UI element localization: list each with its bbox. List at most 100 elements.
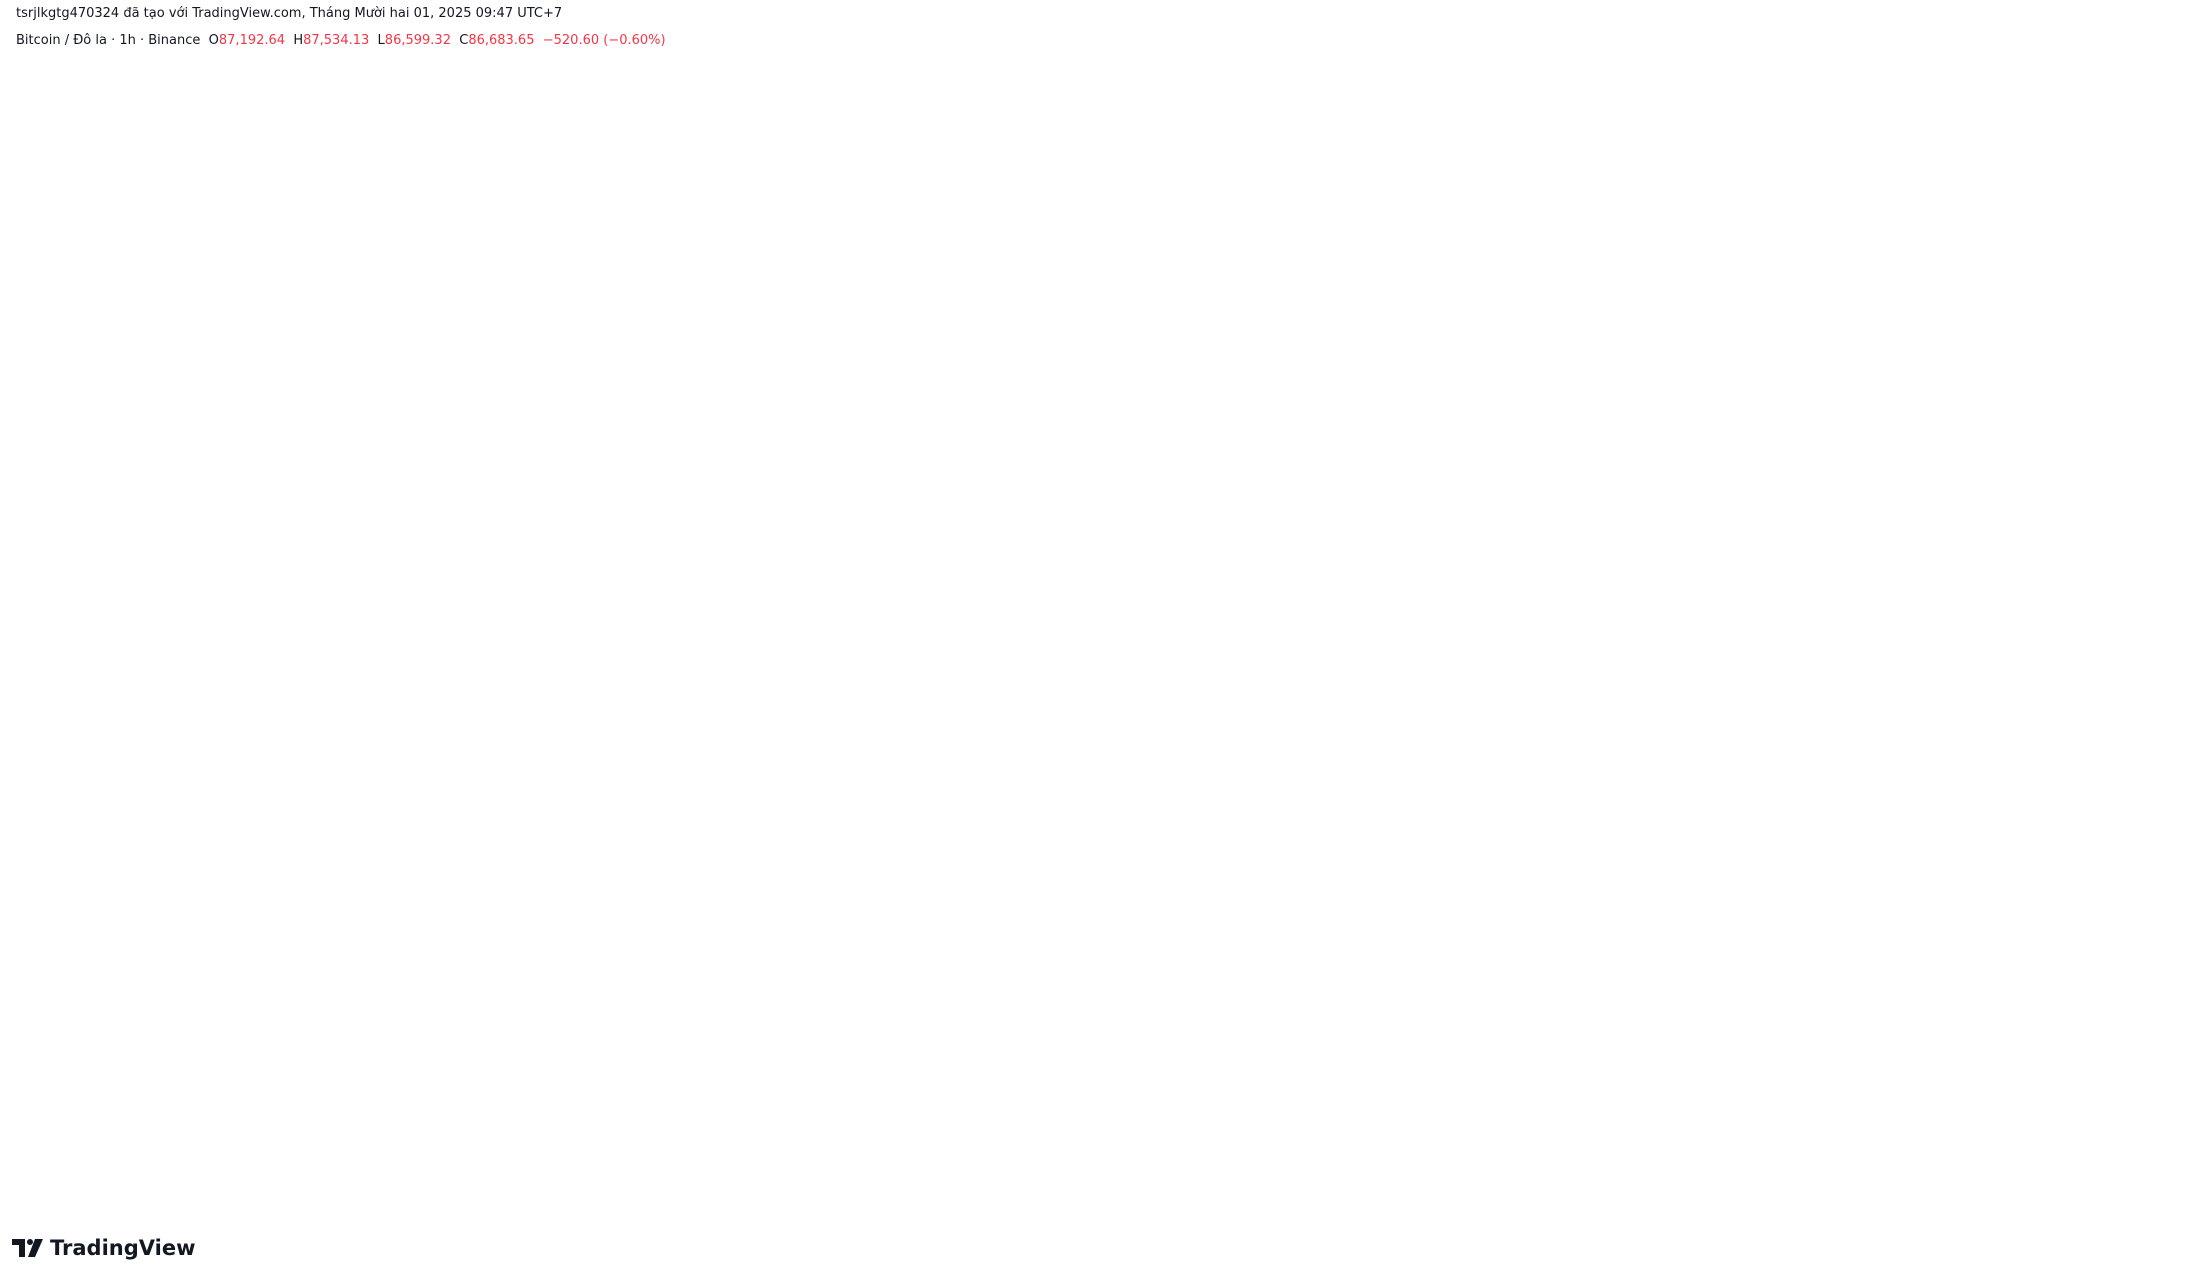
candle-body — [986, 578, 990, 583]
candle-body — [290, 360, 294, 362]
candle-body — [624, 709, 628, 722]
candle-body — [1275, 384, 1279, 404]
candle-body — [1251, 383, 1255, 387]
candle-body — [1324, 370, 1328, 382]
indicator-value-label: 32.20 — [2130, 1116, 2166, 1131]
candle-body — [119, 216, 123, 231]
candle-body — [1076, 365, 1080, 375]
candle-body — [616, 722, 620, 727]
stoch-line — [10, 1009, 1432, 1174]
candle-body — [1393, 339, 1397, 360]
candle-body — [1230, 381, 1234, 385]
candle-body — [388, 321, 392, 326]
candle-body — [1243, 376, 1247, 396]
price-tag — [2125, 903, 2193, 921]
candle-body — [1023, 405, 1027, 407]
drawings[interactable] — [10, 361, 2123, 996]
indicator-pane[interactable] — [9, 1007, 2123, 1174]
candle-body — [1080, 374, 1084, 378]
indicator-value-tag — [2125, 1148, 2169, 1165]
stop-loss-zone — [1464, 282, 1781, 467]
candle-body — [306, 361, 310, 394]
candle-body — [929, 541, 933, 562]
candle-body — [351, 319, 355, 331]
candle-body — [742, 545, 746, 559]
candle-body — [514, 688, 518, 692]
candle-body — [437, 548, 441, 561]
candle-body — [567, 722, 571, 731]
candle-body — [738, 540, 742, 546]
grid — [0, 20, 2205, 1221]
candle-body — [1422, 392, 1426, 418]
candle-body — [323, 447, 327, 472]
candle-body — [184, 412, 188, 421]
candle-body — [587, 733, 591, 746]
candle-body — [571, 730, 575, 741]
close-label: C — [459, 33, 469, 48]
candle-body — [343, 348, 347, 392]
candle-body — [1295, 382, 1299, 396]
short-position-tool[interactable] — [1464, 282, 1781, 913]
time-tick-label: 6 — [1879, 1196, 1887, 1211]
candle-body — [962, 556, 966, 570]
candle-body — [1271, 384, 1275, 395]
time-tick-label: 29 — [1191, 1196, 1207, 1211]
candle-body — [1340, 373, 1344, 388]
candle-body — [282, 370, 286, 399]
price-tag-label: 80,625.68 — [2130, 905, 2200, 920]
candle-body — [1112, 337, 1116, 356]
indicator-band — [10, 1027, 2123, 1043]
candle-body — [827, 493, 831, 502]
candle-body — [815, 510, 819, 542]
candle-body — [538, 687, 542, 695]
time-tick-label: 21 — [410, 1196, 426, 1211]
high-value: 87,534.13 — [303, 33, 370, 48]
candle-body — [689, 582, 693, 586]
candle-body — [25, 178, 29, 188]
candle-body — [29, 187, 33, 206]
candle-body — [188, 401, 192, 413]
price-tag — [2125, 590, 2193, 623]
close-value: 86,683.65 — [468, 33, 535, 48]
candle-body — [432, 560, 436, 573]
candle-body — [937, 549, 941, 553]
candle-body — [17, 155, 21, 169]
stoch-line — [10, 1009, 1432, 1172]
tradingview-logo[interactable]: TradingView — [12, 1236, 195, 1260]
price-tag — [2125, 457, 2193, 475]
indicator-band — [10, 1143, 2123, 1160]
candle-body — [156, 389, 160, 395]
economic-event-icon — [1667, 974, 1690, 996]
candle-body — [1247, 386, 1251, 396]
candle-body — [575, 740, 579, 751]
candle-body — [664, 609, 668, 613]
open-label: O — [208, 33, 219, 48]
candle-body — [1137, 357, 1141, 373]
candle-body — [860, 543, 864, 561]
candle-body — [99, 155, 103, 164]
candle-body — [457, 621, 461, 628]
candle-body — [909, 551, 913, 561]
candle-body — [852, 535, 856, 550]
candle-body — [485, 817, 489, 819]
candle-body — [66, 193, 70, 195]
candle-body — [758, 587, 762, 589]
symbol-name[interactable]: Bitcoin / Đô la · 1h · Binance — [16, 33, 201, 48]
indicator-value-label: 19.17 — [2130, 1132, 2166, 1147]
us-flag-icon — [1477, 979, 1490, 988]
candle-body — [489, 784, 493, 819]
price-tick-label: 96,000.00 — [2133, 110, 2197, 125]
stoch-line — [9, 1008, 1434, 1173]
candles — [9, 120, 1434, 828]
candle-body — [1116, 355, 1120, 360]
candle-body — [697, 582, 701, 589]
candle-body — [534, 687, 538, 695]
indicator-value-tag — [2125, 1115, 2169, 1132]
candle-body — [1010, 419, 1014, 436]
price-tick-label: 93,000.00 — [2133, 258, 2197, 273]
candle-body — [1104, 351, 1108, 375]
indicator-value-label: 52.68 — [2130, 1083, 2166, 1098]
candle-body — [502, 713, 506, 734]
candle-body — [998, 531, 1002, 547]
